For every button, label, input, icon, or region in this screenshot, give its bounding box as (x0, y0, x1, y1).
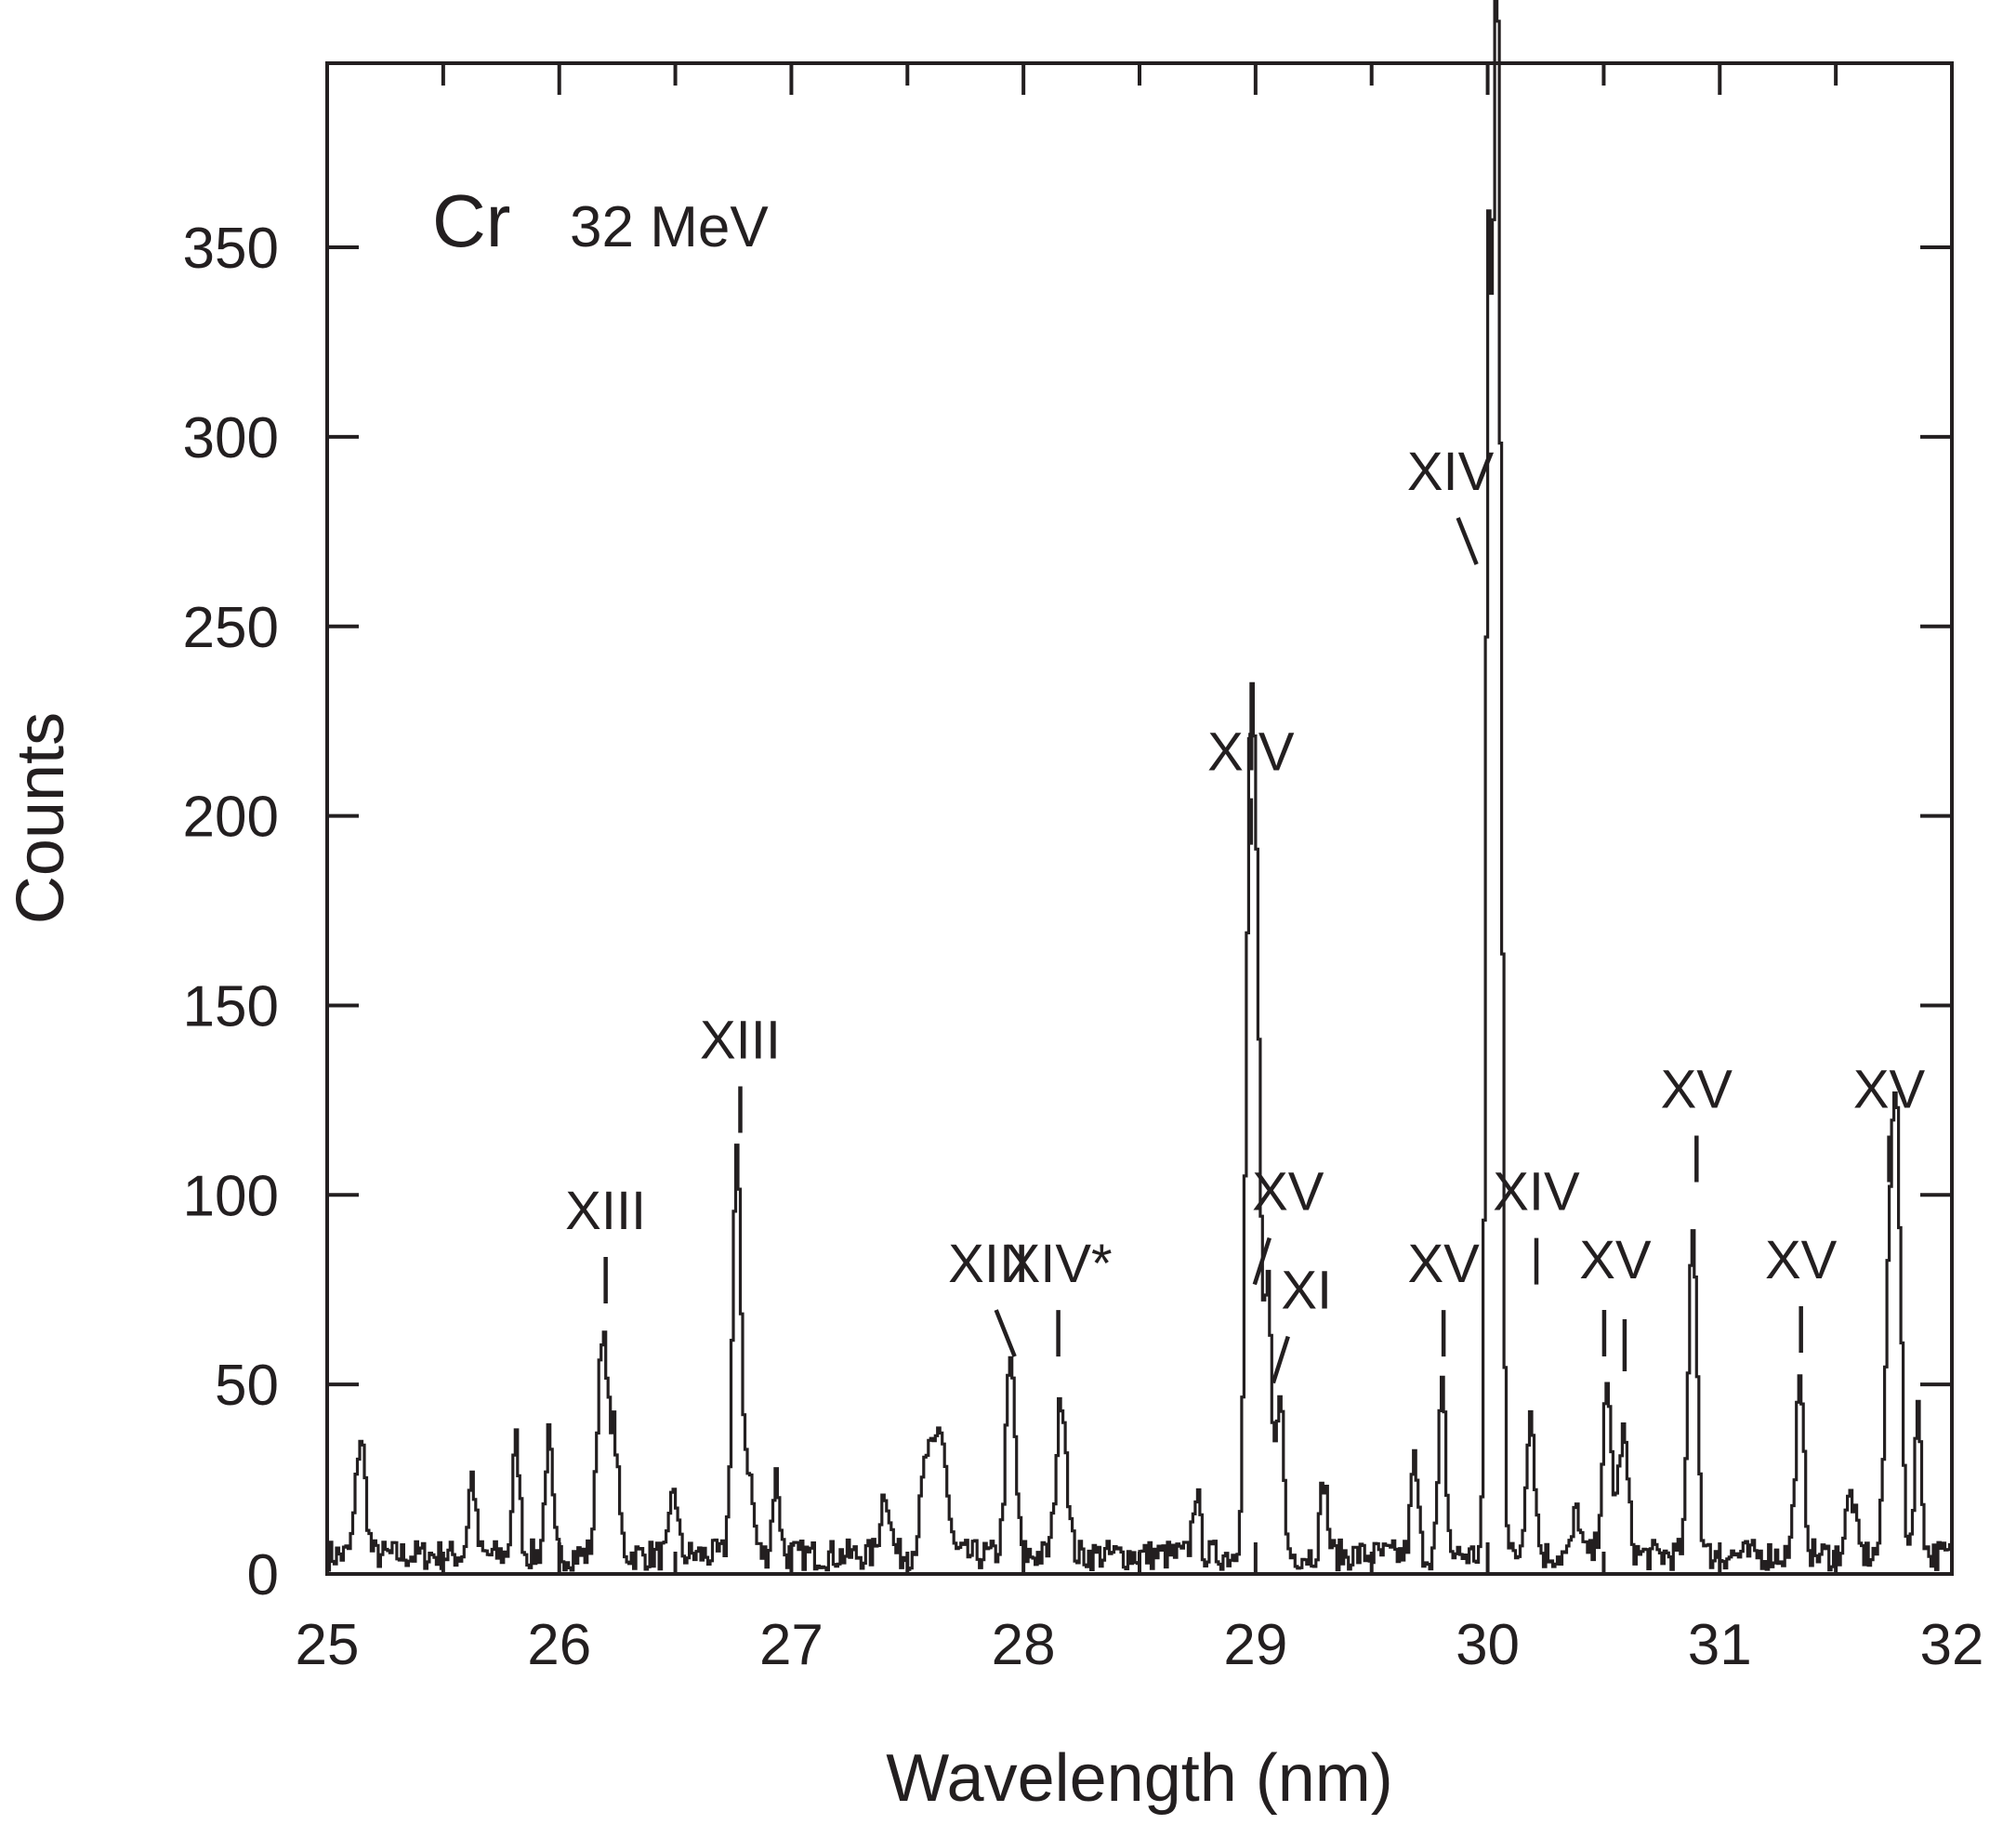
x-tick-label: 26 (527, 1613, 591, 1677)
peak-annotation: XV (1661, 1060, 1733, 1183)
peak-label: XIV* (1005, 1234, 1113, 1294)
y-axis: 0 50 100 150 200 250 300 350 (183, 217, 1952, 1607)
peak-annotation: XI (1271, 1261, 1332, 1384)
peak-annotation: XIII (948, 1234, 1029, 1357)
peak-annotation: XV (1765, 1230, 1838, 1353)
y-tick-label: 350 (183, 217, 279, 281)
peak-annotation: XIII (700, 1011, 781, 1133)
peak-annotation: XV (1407, 1234, 1480, 1357)
y-tick-label: 250 (183, 596, 279, 660)
peak-annotation: XIII (565, 1181, 646, 1303)
y-tick-label: 300 (183, 406, 279, 470)
peak-label: XV (1407, 1234, 1480, 1294)
x-tick-label: 30 (1456, 1613, 1520, 1677)
peak-label: XV (1252, 1162, 1324, 1223)
y-tick-label: 200 (183, 786, 279, 850)
x-axis: 25 26 27 28 29 30 31 32 (296, 63, 1984, 1677)
peak-annotation: XIV (1407, 442, 1495, 565)
x-tick-label: 27 (759, 1613, 824, 1677)
peak-marker (1252, 1236, 1272, 1286)
peak-label: XIII (700, 1011, 781, 1071)
x-tick-label: 31 (1688, 1613, 1752, 1677)
peak-annotation: XV (1853, 1060, 1926, 1183)
x-tick-label: 25 (296, 1613, 360, 1677)
y-tick-label: 150 (183, 974, 279, 1038)
y-axis-title: Counts (4, 712, 78, 924)
peak-label: XI (1281, 1261, 1332, 1321)
peak-marker (994, 1309, 1017, 1357)
spectrum-series (327, 0, 1954, 1572)
peak-label: XIII (565, 1181, 646, 1241)
peak-annotation: XV (1252, 1162, 1324, 1286)
plot-frame (325, 61, 1954, 1576)
peak-annotation: XV (1579, 1230, 1652, 1371)
x-tick-label: 28 (992, 1613, 1056, 1677)
peak-label: XIV (1493, 1162, 1580, 1223)
peak-marker (1271, 1335, 1290, 1384)
peak-annotation: XIV* (1005, 1234, 1113, 1357)
y-tick-label: 50 (215, 1354, 279, 1418)
plot-frame-rect (325, 61, 1954, 1576)
y-tick-label: 100 (183, 1164, 279, 1228)
peak-label: XV (1579, 1230, 1652, 1290)
peak-label: XV (1765, 1230, 1838, 1290)
peak-annotation: XIV (1493, 1162, 1580, 1285)
peak-marker (1456, 517, 1479, 565)
peak-label: XV (1853, 1060, 1926, 1120)
peak-label: XIII (948, 1234, 1029, 1294)
spectrum-line (327, 0, 1954, 1572)
chart-subtitle: 32 MeV (570, 195, 769, 259)
peak-annotation: XIV (1207, 722, 1295, 845)
x-tick-label: 32 (1920, 1613, 1984, 1677)
peak-label: XV (1661, 1060, 1733, 1120)
x-axis-title: Wavelength (nm) (886, 1741, 1393, 1816)
peak-label: XIV (1407, 442, 1495, 502)
peak-label: XIV (1207, 722, 1295, 783)
y-tick-label: 0 (247, 1543, 279, 1607)
chart-title: Cr (432, 179, 510, 262)
x-tick-label: 29 (1223, 1613, 1287, 1677)
